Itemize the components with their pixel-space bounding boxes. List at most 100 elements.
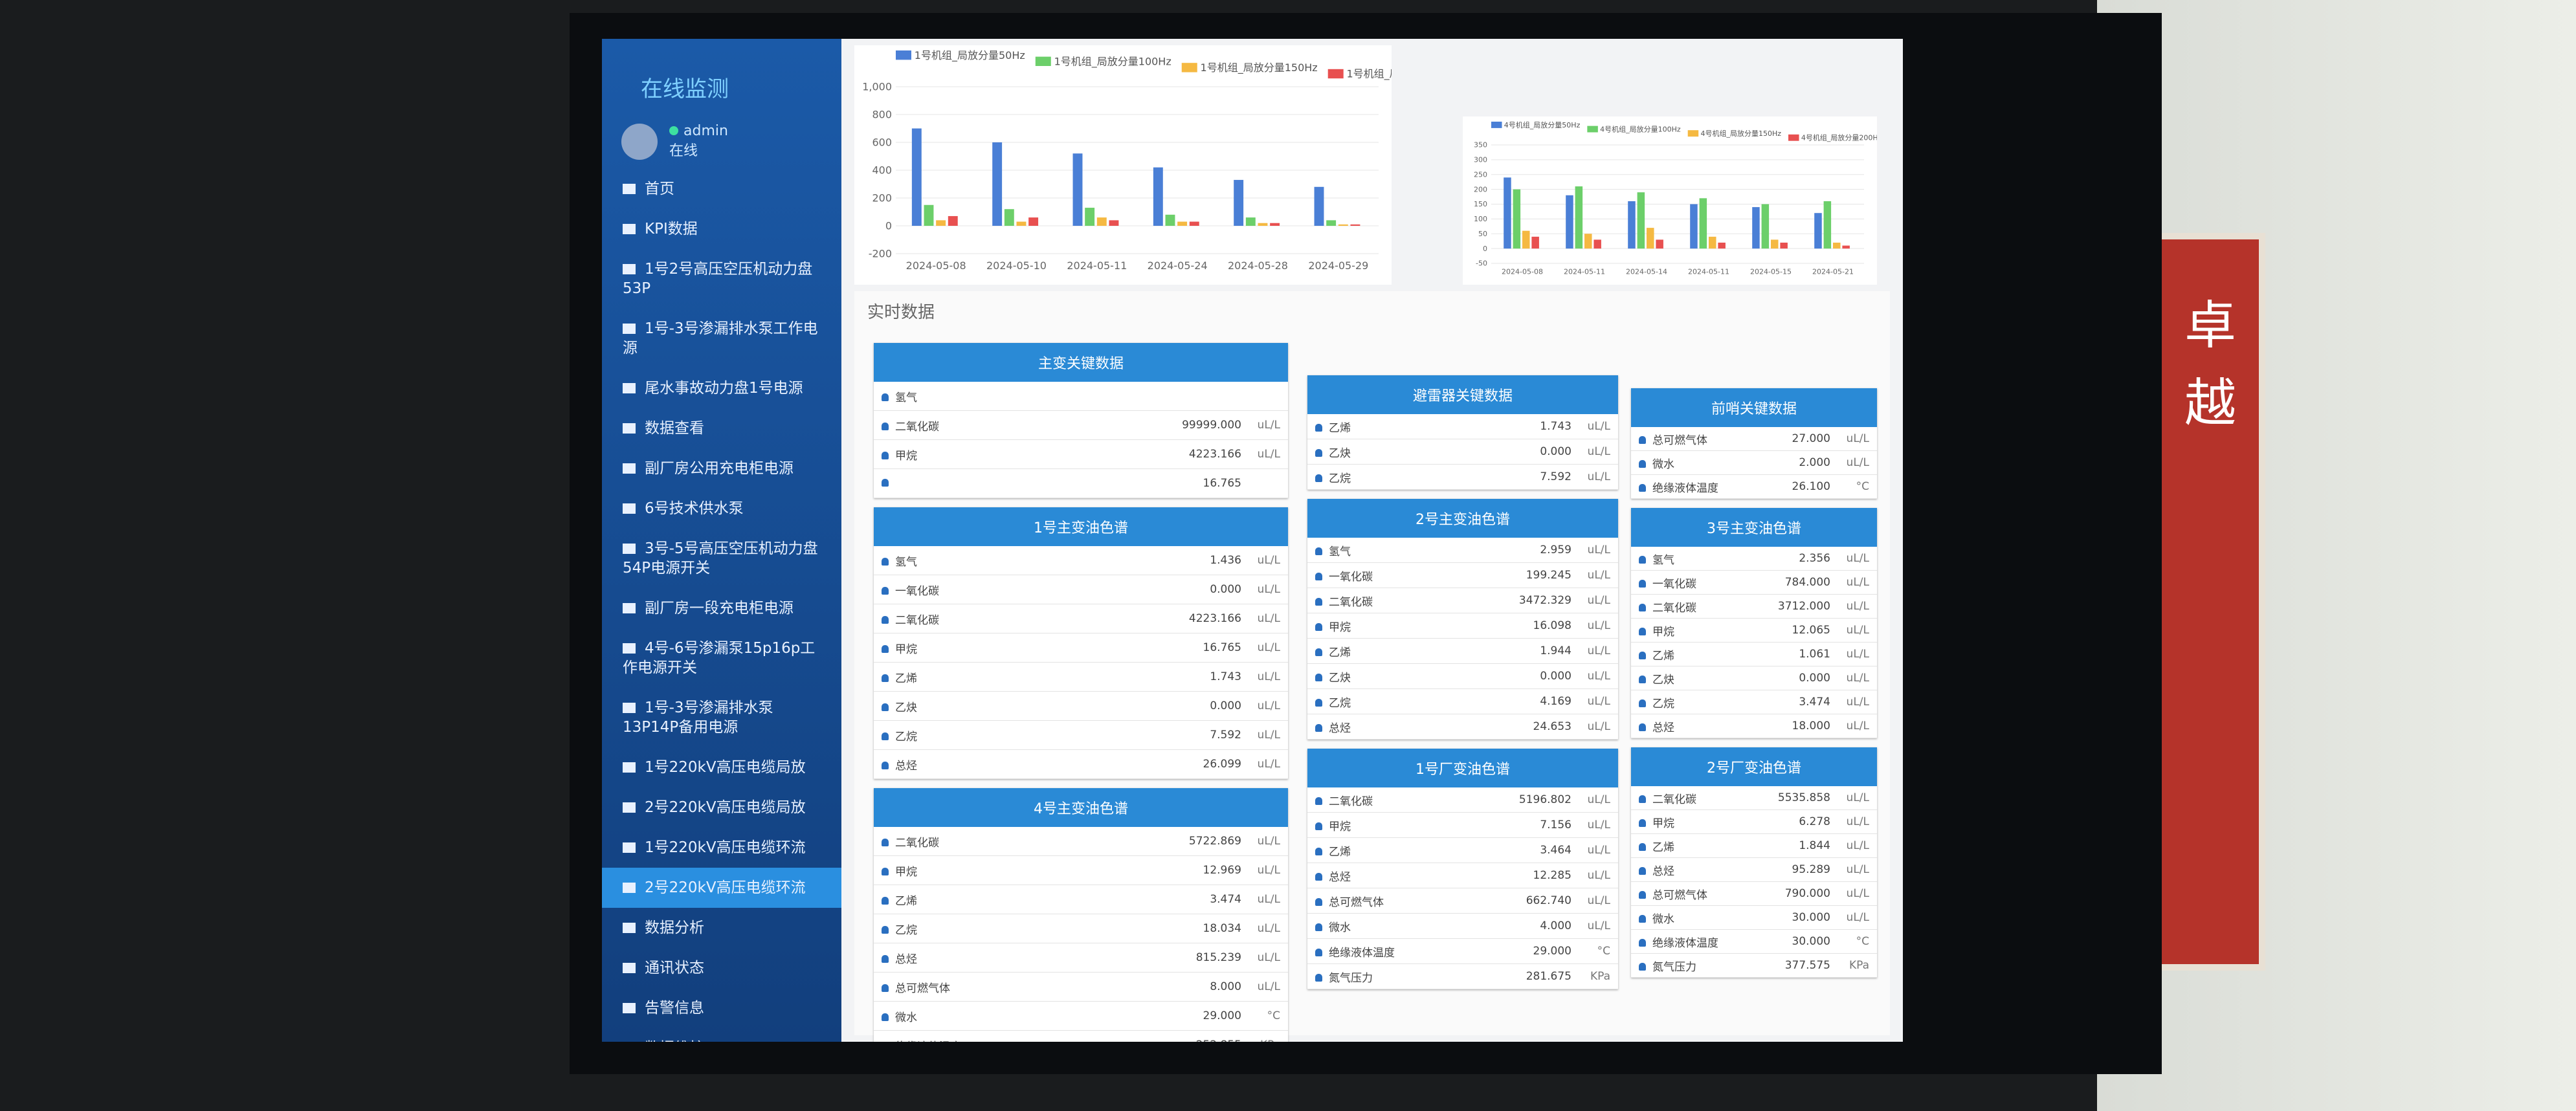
bar bbox=[1189, 221, 1199, 226]
row-name: 绝缘液体温度 bbox=[1639, 479, 1740, 495]
bar bbox=[1004, 209, 1014, 226]
y-tick-label: -50 bbox=[1476, 259, 1487, 268]
menu-item[interactable]: 副厂房一段充电柜电源 bbox=[602, 588, 841, 628]
row-unit: uL/L bbox=[1846, 815, 1869, 828]
row-name: 微水 bbox=[1639, 455, 1740, 471]
row-name: 甲烷 bbox=[1639, 814, 1740, 830]
row-name: 乙烯 bbox=[882, 892, 1151, 908]
bar bbox=[1085, 208, 1095, 226]
row-unit: uL/L bbox=[1587, 819, 1610, 831]
row-unit: uL/L bbox=[1846, 456, 1869, 469]
menu-item[interactable]: 1号2号高压空压机动力盘53P bbox=[602, 249, 841, 309]
menu-item[interactable]: 告警信息 bbox=[602, 988, 841, 1028]
menu-item[interactable]: 3号-5号高压空压机动力盘54P电源开关 bbox=[602, 529, 841, 588]
menu-item[interactable]: 1号220kV高压电缆局放 bbox=[602, 747, 841, 787]
row-unit: uL/L bbox=[1846, 624, 1869, 637]
panel-title: 4号主变油色谱 bbox=[874, 788, 1288, 827]
data-row: 二氧化碳 3472.329 uL/L bbox=[1307, 588, 1618, 613]
x-tick-label: 2024-05-21 bbox=[1812, 268, 1854, 276]
row-unit: uL/L bbox=[1846, 791, 1869, 804]
row-name: 微水 bbox=[882, 1008, 1151, 1024]
panel-title: 1号厂变油色谱 bbox=[1307, 749, 1618, 787]
row-name: 乙烷 bbox=[1315, 694, 1481, 710]
panel-title: 前哨关键数据 bbox=[1631, 388, 1877, 427]
row-value: 8.000 bbox=[1210, 980, 1241, 993]
user-status: 在线 bbox=[669, 143, 698, 159]
bar bbox=[1814, 213, 1822, 249]
row-name: 氢气 bbox=[882, 388, 1151, 404]
menu-item[interactable]: 2号220kV高压电缆局放 bbox=[602, 787, 841, 828]
bar bbox=[1752, 207, 1760, 249]
row-value: 0.000 bbox=[1210, 583, 1241, 596]
panel: 前哨关键数据 总可燃气体 27.000 uL/L 微水 2.000 uL/L 绝缘液体温度 26… bbox=[1631, 388, 1877, 499]
bar bbox=[924, 204, 934, 226]
menu-item[interactable]: 1号-3号渗漏排水泵13P14P备用电源 bbox=[602, 688, 841, 747]
row-unit: uL/L bbox=[1587, 594, 1610, 607]
row-unit: uL/L bbox=[1257, 419, 1280, 432]
row-name: 氮气压力 bbox=[1315, 969, 1481, 985]
panel-title: 3号主变油色谱 bbox=[1631, 508, 1877, 547]
row-value: 3712.000 bbox=[1777, 600, 1830, 613]
y-tick-label: 0 bbox=[885, 219, 892, 232]
panel-title: 避雷器关键数据 bbox=[1307, 375, 1618, 414]
data-row: 氮气压力 377.575 KPa bbox=[1631, 954, 1877, 978]
bar bbox=[1096, 217, 1107, 226]
row-unit: uL/L bbox=[1587, 844, 1610, 857]
menu-item[interactable]: 1号220kV高压电缆环流 bbox=[602, 828, 841, 868]
x-tick-label: 2024-05-08 bbox=[1502, 268, 1543, 276]
data-row: 微水 4.000 uL/L bbox=[1307, 914, 1618, 939]
row-unit: uL/L bbox=[1257, 893, 1280, 906]
menu-item[interactable]: 数据分析 bbox=[602, 908, 841, 948]
bar bbox=[1593, 239, 1601, 249]
row-value: 24.653 bbox=[1533, 720, 1571, 733]
menu-item[interactable]: 副厂房公用充电柜电源 bbox=[602, 448, 841, 489]
menu-item[interactable]: 1号-3号渗漏排水泵工作电源 bbox=[602, 309, 841, 368]
bar bbox=[1761, 204, 1770, 249]
data-row: 绝缘液体温度252.855KPa bbox=[874, 1031, 1288, 1042]
row-name: 总可燃气体 bbox=[882, 979, 1151, 995]
menu-item[interactable]: KPI数据 bbox=[602, 209, 841, 249]
sidebar: 在线监测 admin 在线 首页 KPI数据 1号2号高压空压机动力盘53P 1号-3号… bbox=[602, 39, 841, 1042]
row-unit: uL/L bbox=[1587, 919, 1610, 932]
panel-title: 2号厂变油色谱 bbox=[1631, 747, 1877, 786]
data-row: 乙烷 18.034 uL/L bbox=[874, 914, 1288, 943]
menu-item[interactable]: 4号-6号渗漏泵15p16p工作电源开关 bbox=[602, 628, 841, 688]
menu-item[interactable]: 数据维护 bbox=[602, 1028, 841, 1042]
menu-item[interactable]: 通讯状态 bbox=[602, 948, 841, 988]
data-row: 乙烷 4.169 uL/L bbox=[1307, 689, 1618, 714]
data-row: 微水 2.000 uL/L bbox=[1631, 451, 1877, 475]
row-value: 281.675 bbox=[1526, 970, 1571, 983]
panel: 避雷器关键数据 乙烯 1.743 uL/L 乙炔 0.000 uL/L 乙烷 7.592 uL/L bbox=[1307, 375, 1618, 490]
row-name: 乙烯 bbox=[1639, 838, 1740, 854]
data-row: 一氧化碳 199.245 uL/L bbox=[1307, 563, 1618, 588]
menu-item[interactable]: 数据查看 bbox=[602, 408, 841, 448]
panel: 1号主变油色谱 氢气 1.436 uL/L 一氧化碳 0.000 uL/L 二氧化碳 4223.… bbox=[874, 507, 1288, 779]
row-unit: uL/L bbox=[1257, 612, 1280, 625]
panel-title: 2号主变油色谱 bbox=[1307, 499, 1618, 538]
row-unit: uL/L bbox=[1587, 695, 1610, 708]
menu-item[interactable]: 尾水事故动力盘1号电源 bbox=[602, 368, 841, 408]
row-value: 1.436 bbox=[1210, 554, 1241, 567]
menu-item[interactable]: 首页 bbox=[602, 169, 841, 209]
bar bbox=[1245, 217, 1256, 226]
legend-label: 1号机组_局放分量150Hz bbox=[1201, 61, 1318, 74]
menu-item[interactable]: 2号220kV高压电缆环流 bbox=[602, 868, 841, 908]
row-name: 总可燃气体 bbox=[1639, 431, 1740, 447]
row-value: 18.000 bbox=[1792, 720, 1830, 732]
row-value: 5196.802 bbox=[1518, 793, 1571, 806]
data-row: 乙烯 1.844 uL/L bbox=[1631, 834, 1877, 858]
row-unit: KPa bbox=[1590, 970, 1610, 983]
row-unit: uL/L bbox=[1257, 583, 1280, 596]
menu-item[interactable]: 6号技术供水泵 bbox=[602, 489, 841, 529]
row-unit: uL/L bbox=[1846, 552, 1869, 565]
data-row: 甲烷 6.278 uL/L bbox=[1631, 810, 1877, 834]
row-value: 3.474 bbox=[1799, 696, 1830, 709]
row-name: 总可燃气体 bbox=[1639, 886, 1740, 902]
row-unit: uL/L bbox=[1587, 894, 1610, 907]
bar bbox=[1522, 230, 1530, 249]
data-row: 二氧化碳 4223.166 uL/L bbox=[874, 604, 1288, 633]
bar bbox=[1504, 177, 1511, 249]
x-tick-label: 2024-05-11 bbox=[1688, 268, 1729, 276]
row-value: 29.000 bbox=[1533, 945, 1571, 958]
row-name: 二氧化碳 bbox=[882, 417, 1151, 434]
